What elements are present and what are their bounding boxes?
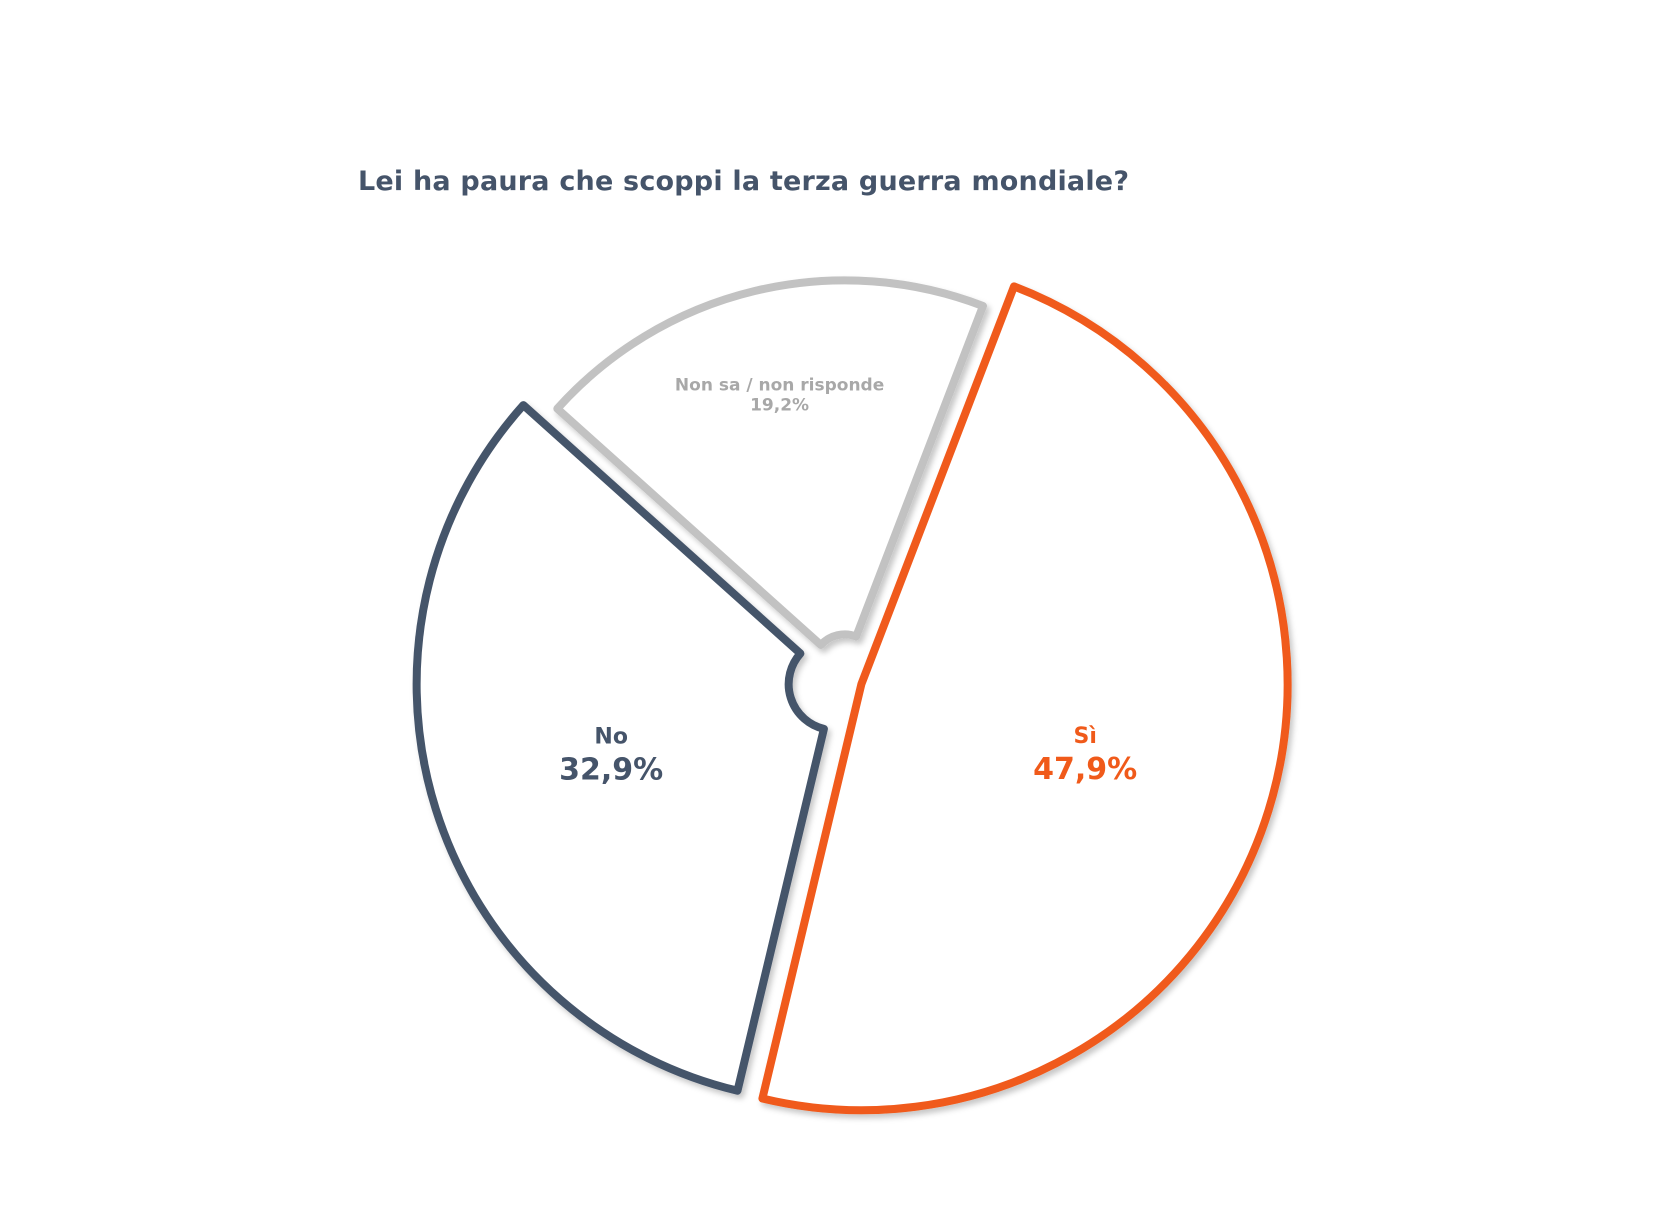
slice-value-label: 32,9%: [559, 752, 663, 787]
slice-category-label: No: [594, 724, 628, 749]
slice-category-label: Non sa / non risponde: [675, 375, 884, 395]
slice-value-label: 47,9%: [1033, 752, 1137, 787]
pie-slice-3: [553, 276, 987, 649]
pie-slice-2: [412, 401, 828, 1095]
chart-title: Lei ha paura che scoppi la terza guerra …: [358, 166, 1130, 197]
pie-slice-1: [758, 282, 1292, 1115]
slice-value-label: 19,2%: [750, 396, 809, 416]
slice-category-label: Sì: [1074, 724, 1097, 749]
